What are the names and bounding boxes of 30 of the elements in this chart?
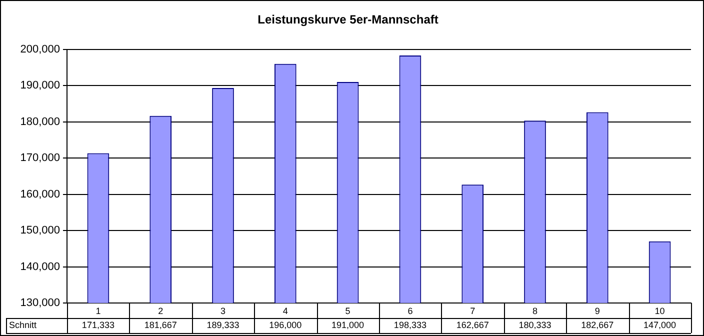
x-tick-label: 4 [282, 306, 288, 316]
data-label: 191,000 [332, 320, 364, 330]
x-tick-label: 7 [470, 306, 476, 316]
x-tick-label: 2 [158, 306, 164, 316]
data-label: 189,333 [206, 320, 240, 330]
x-tick-label: 9 [594, 306, 600, 316]
data-label: 162,667 [456, 320, 489, 330]
y-tick-label: 190,000 [20, 80, 60, 92]
y-tick-label: 140,000 [20, 260, 60, 273]
data-label: 180,333 [518, 320, 552, 330]
data-label: 182,667 [581, 320, 614, 330]
chart-title: Leistungskurve 5er-Mannschaft [258, 12, 438, 27]
x-tick-label: 5 [345, 306, 350, 316]
data-label: 196,000 [269, 320, 302, 330]
y-tick-label: 200,000 [20, 43, 60, 56]
text: Schnitt [9, 320, 38, 330]
x-tick-label: 1 [96, 306, 101, 316]
y-tick-label: 130,000 [20, 297, 60, 310]
y-tick-label: 170,000 [20, 152, 60, 164]
x-tick-label: 6 [408, 306, 413, 316]
y-tick-label: 160,000 [20, 188, 60, 200]
y-tick-label: 180,000 [20, 116, 60, 128]
data-label: 181,667 [144, 320, 177, 330]
data-label: 198,333 [394, 320, 426, 330]
y-tick-label: 150,000 [20, 224, 60, 237]
data-label: 171,333 [82, 320, 114, 330]
x-tick-label: 8 [532, 306, 538, 316]
data-label: 147,000 [644, 320, 676, 330]
x-tick-label: 3 [220, 306, 226, 316]
x-tick-label: 10 [654, 306, 665, 316]
